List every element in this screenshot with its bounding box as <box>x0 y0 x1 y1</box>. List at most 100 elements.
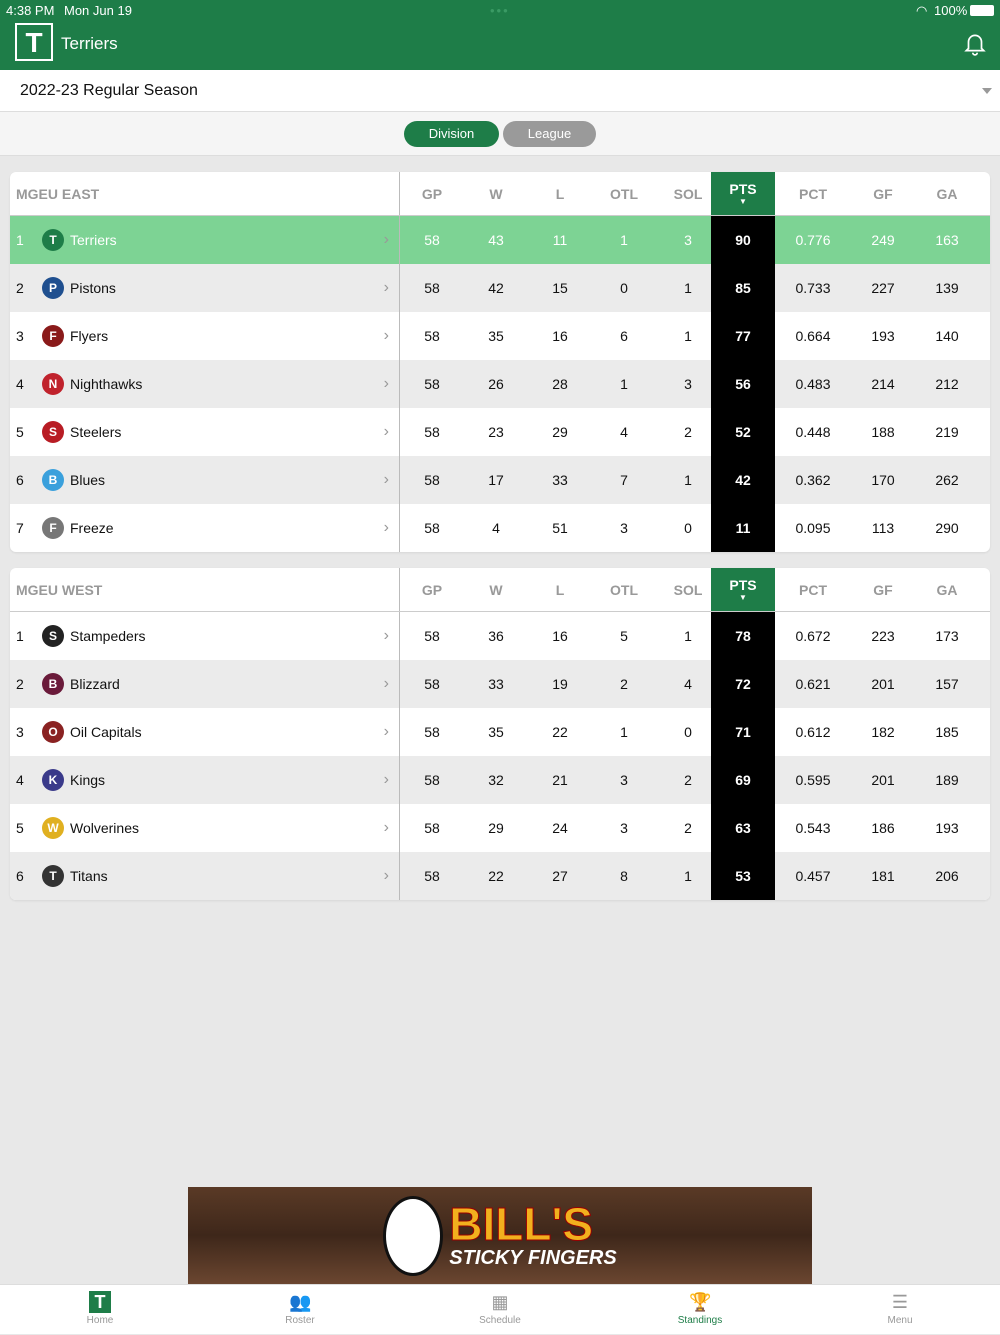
team-cell[interactable]: 2 B Blizzard › <box>10 660 400 708</box>
team-row[interactable]: 5 S Steelers › 58 23 29 4 2 52 0.448 188 219 <box>10 408 990 456</box>
team-logo[interactable]: T <box>15 23 53 61</box>
team-row[interactable]: 2 B Blizzard › 58 33 19 2 4 72 0.621 201 157 <box>10 660 990 708</box>
stat-w: 33 <box>488 676 504 692</box>
team-row[interactable]: 3 O Oil Capitals › 58 35 22 1 0 71 0.612 182 185 <box>10 708 990 756</box>
tab-standings[interactable]: 🏆 Standings <box>600 1285 800 1335</box>
trophy-icon: 🏆 <box>689 1292 712 1312</box>
stat-ga: 290 <box>935 520 959 536</box>
column-header-w[interactable]: W <box>464 172 528 215</box>
status-date: Mon Jun 19 <box>64 3 132 18</box>
stat-sol: 1 <box>684 628 692 644</box>
stat-gf: 188 <box>871 424 895 440</box>
chevron-right-icon: › <box>383 327 389 344</box>
column-header-gp[interactable]: GP <box>400 568 464 611</box>
column-header-gf[interactable]: GF <box>851 568 915 611</box>
column-header-w[interactable]: W <box>464 568 528 611</box>
team-cell[interactable]: 4 N Nighthawks › <box>10 360 400 408</box>
stat-w: 35 <box>488 724 504 740</box>
team-row[interactable]: 6 T Titans › 58 22 27 8 1 53 0.457 181 206 <box>10 852 990 900</box>
team-row[interactable]: 2 P Pistons › 58 42 15 0 1 85 0.733 227 139 <box>10 264 990 312</box>
stat-pct: 0.612 <box>795 724 831 740</box>
column-header-gf[interactable]: GF <box>851 172 915 215</box>
column-header-pct[interactable]: PCT <box>775 568 851 611</box>
team-row[interactable]: 5 W Wolverines › 58 29 24 3 2 63 0.543 186 193 <box>10 804 990 852</box>
team-cell[interactable]: 3 F Flyers › <box>10 312 400 360</box>
chevron-right-icon: › <box>383 471 389 488</box>
column-header-l[interactable]: L <box>528 172 592 215</box>
stat-ga: 139 <box>935 280 959 296</box>
column-label: L <box>555 185 565 202</box>
team-cell[interactable]: 6 B Blues › <box>10 456 400 504</box>
stat-sol: 0 <box>684 520 692 536</box>
team-cell[interactable]: 1 S Stampeders › <box>10 612 400 660</box>
team-logo-icon: T <box>42 865 64 887</box>
stat-gf: 181 <box>871 868 895 884</box>
stat-pct: 0.362 <box>795 472 831 488</box>
team-name: Blues <box>70 472 106 488</box>
stat-ga: 189 <box>935 772 959 788</box>
menu-icon: ☰ <box>891 1292 909 1312</box>
team-row[interactable]: 4 K Kings › 58 32 21 3 2 69 0.595 201 189 <box>10 756 990 804</box>
stat-w: 17 <box>488 472 504 488</box>
column-header-sol[interactable]: SOL <box>656 172 720 215</box>
team-row[interactable]: 7 F Freeze › 58 4 51 3 0 11 0.095 113 290 <box>10 504 990 552</box>
stat-w: 36 <box>488 628 504 644</box>
team-cell[interactable]: 6 T Titans › <box>10 852 400 900</box>
column-header-otl[interactable]: OTL <box>592 172 656 215</box>
stat-gf: 186 <box>871 820 895 836</box>
column-header-pts[interactable]: PTS ▼ <box>711 172 775 215</box>
team-cell[interactable]: 2 P Pistons › <box>10 264 400 312</box>
team-cell[interactable]: 4 K Kings › <box>10 756 400 804</box>
league-tab[interactable]: League <box>503 121 596 147</box>
column-label: W <box>489 185 503 202</box>
column-header-ga[interactable]: GA <box>915 172 979 215</box>
column-header-gp[interactable]: GP <box>400 172 464 215</box>
team-row[interactable]: 6 B Blues › 58 17 33 7 1 42 0.362 170 262 <box>10 456 990 504</box>
column-header-pts[interactable]: PTS ▼ <box>711 568 775 611</box>
stat-sol: 2 <box>684 424 692 440</box>
sponsor-banner[interactable]: BILL'S STICKY FINGERS <box>188 1187 812 1284</box>
column-header-pct[interactable]: PCT <box>775 172 851 215</box>
stat-gp: 58 <box>424 232 440 248</box>
stat-sol: 3 <box>684 376 692 392</box>
bell-icon[interactable] <box>962 30 988 56</box>
stat-l: 24 <box>552 820 568 836</box>
column-label: PTS <box>729 577 757 593</box>
battery-icon <box>970 5 994 16</box>
column-header-ga[interactable]: GA <box>915 568 979 611</box>
stat-pts: 85 <box>711 264 775 312</box>
stat-otl: 3 <box>620 820 628 836</box>
stat-l: 22 <box>552 724 568 740</box>
team-cell[interactable]: 5 W Wolverines › <box>10 804 400 852</box>
team-rank: 6 <box>16 472 24 488</box>
stat-pts: 72 <box>711 660 775 708</box>
stat-ga: 140 <box>935 328 959 344</box>
stat-pts: 69 <box>711 756 775 804</box>
column-header-sol[interactable]: SOL <box>656 568 720 611</box>
stat-ga: 163 <box>935 232 959 248</box>
team-row[interactable]: 1 T Terriers › 58 43 11 1 3 90 0.776 249 163 <box>10 216 990 264</box>
team-row[interactable]: 4 N Nighthawks › 58 26 28 1 3 56 0.483 214 212 <box>10 360 990 408</box>
tab-menu[interactable]: ☰ Menu <box>800 1285 1000 1335</box>
division-tab[interactable]: Division <box>404 121 499 147</box>
tab-home[interactable]: T Home <box>0 1285 200 1335</box>
stat-l: 33 <box>552 472 568 488</box>
stat-pct: 0.595 <box>795 772 831 788</box>
stat-sol: 2 <box>684 772 692 788</box>
table-header: MGEU WEST GP W L OTL SOL PTS ▼ PCT GF GA <box>10 568 990 612</box>
tab-schedule[interactable]: ▦ Schedule <box>400 1285 600 1335</box>
team-cell[interactable]: 5 S Steelers › <box>10 408 400 456</box>
column-header-otl[interactable]: OTL <box>592 568 656 611</box>
column-label: GA <box>936 581 958 598</box>
team-row[interactable]: 3 F Flyers › 58 35 16 6 1 77 0.664 193 140 <box>10 312 990 360</box>
team-cell[interactable]: 3 O Oil Capitals › <box>10 708 400 756</box>
tab-roster[interactable]: 👥 Roster <box>200 1285 400 1335</box>
season-selector[interactable]: 2022-23 Regular Season <box>0 70 1000 112</box>
column-header-l[interactable]: L <box>528 568 592 611</box>
multitask-dots-icon[interactable]: ••• <box>490 3 510 18</box>
stat-otl: 3 <box>620 520 628 536</box>
team-cell[interactable]: 1 T Terriers › <box>10 216 400 264</box>
team-cell[interactable]: 7 F Freeze › <box>10 504 400 552</box>
team-row[interactable]: 1 S Stampeders › 58 36 16 5 1 78 0.672 223 173 <box>10 612 990 660</box>
app-header: 4:38 PM Mon Jun 19 ••• ◠ 100% T Terriers <box>0 0 1000 70</box>
